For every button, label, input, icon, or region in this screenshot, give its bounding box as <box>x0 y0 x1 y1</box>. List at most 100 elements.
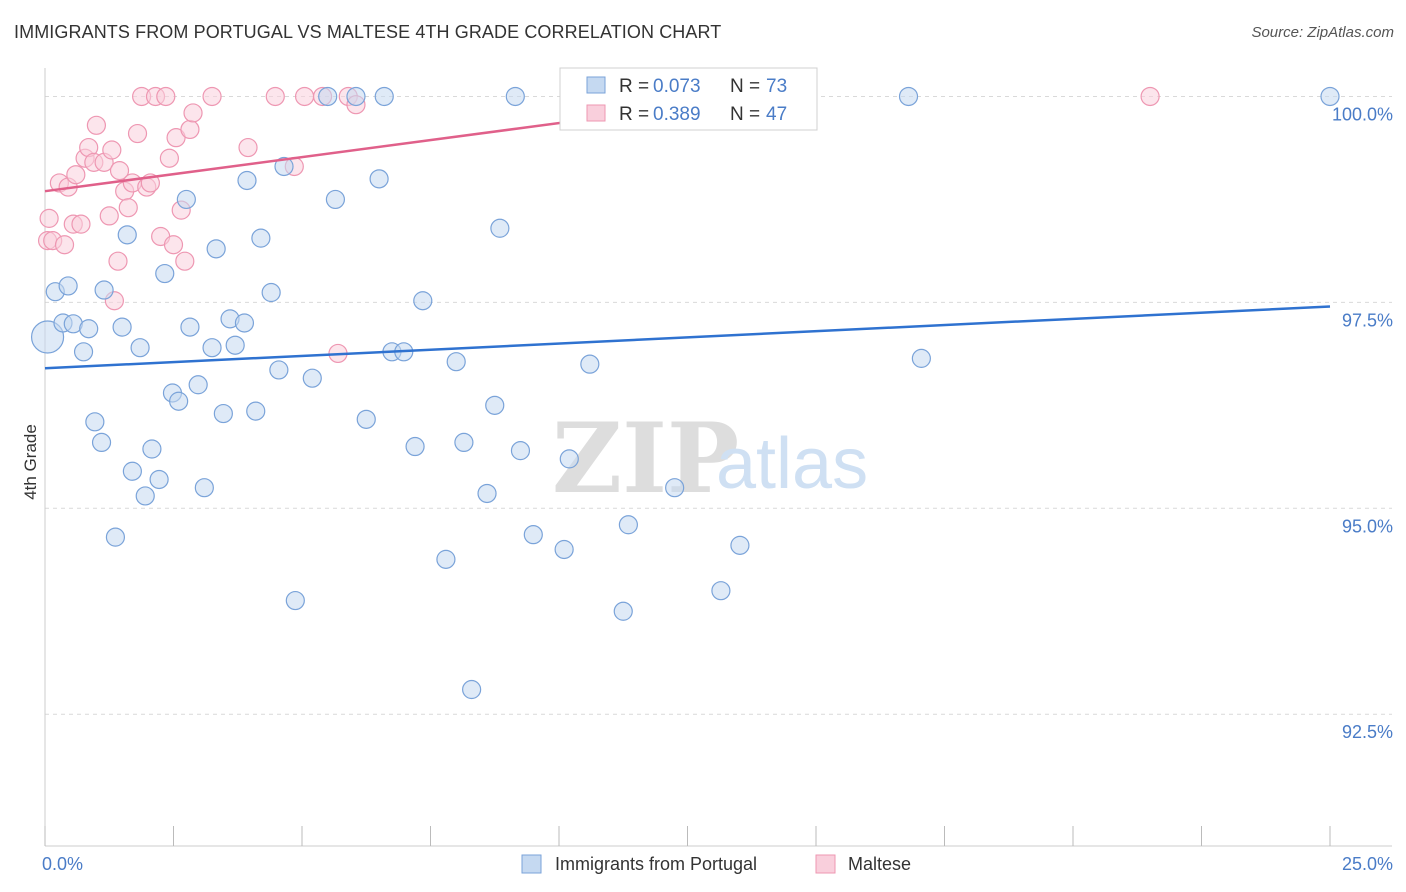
point-pink-35 <box>183 103 203 123</box>
point-blue-68 <box>898 86 919 107</box>
point-pink-20 <box>118 198 138 218</box>
series-legend-swatch-portugal[interactable] <box>521 854 542 874</box>
point-blue-32 <box>246 401 266 421</box>
legend-r-label-maltese: R = <box>619 104 649 125</box>
point-blue-33 <box>251 228 271 248</box>
point-pink-1 <box>39 208 59 228</box>
point-pink-40 <box>294 86 315 107</box>
y-axis-label: 4th Grade <box>21 424 40 500</box>
point-blue-39 <box>318 86 338 107</box>
series-legend-swatch-maltese[interactable] <box>815 854 836 874</box>
point-pink-37 <box>238 137 258 158</box>
legend-n-value-portugal: 73 <box>766 76 787 97</box>
point-blue-30 <box>234 313 255 333</box>
point-blue-5 <box>73 342 94 362</box>
point-blue-11 <box>112 317 132 337</box>
y-axis-ticks: 92.5% 95.0% 97.5% 100.0% <box>1332 104 1393 742</box>
y-tick-label-0: 92.5% <box>1342 722 1393 742</box>
point-blue-22 <box>180 317 200 337</box>
point-blue-17 <box>149 469 169 490</box>
point-blue-37 <box>285 590 305 611</box>
point-blue-61 <box>580 354 600 374</box>
point-pink-17 <box>108 251 128 271</box>
point-blue-64 <box>665 478 685 498</box>
point-blue-69 <box>911 348 931 368</box>
legend-n-label-portugal: N = <box>730 76 760 97</box>
y-tick-label-2: 97.5% <box>1342 310 1393 330</box>
y-tick-label-3: 100.0% <box>1332 104 1393 124</box>
point-pink-38 <box>265 86 285 107</box>
watermark-zip: ZIP <box>552 402 739 515</box>
point-blue-16 <box>142 439 162 459</box>
x-tick-label-1: 25.0% <box>1342 854 1393 874</box>
legend-r-label-portugal: R = <box>619 76 649 97</box>
point-blue-59 <box>554 539 574 560</box>
source-label: Source: ZipAtlas.com <box>1251 24 1394 41</box>
point-blue-54 <box>485 395 505 415</box>
portugal-points <box>30 86 1340 700</box>
legend-n-label-maltese: N = <box>730 104 760 125</box>
point-blue-52 <box>462 679 482 700</box>
point-blue-57 <box>510 441 531 461</box>
point-blue-21 <box>176 189 196 210</box>
point-blue-53 <box>477 483 497 504</box>
point-pink-33 <box>175 251 195 271</box>
point-pink-34 <box>180 119 200 140</box>
point-blue-26 <box>206 239 226 259</box>
point-pink-7 <box>66 165 86 185</box>
point-blue-31 <box>237 170 257 191</box>
point-pink-18 <box>109 161 130 181</box>
chart-title: IMMIGRANTS FROM PORTUGAL VS MALTESE 4TH … <box>14 22 722 42</box>
point-blue-66 <box>730 535 750 555</box>
point-blue-41 <box>346 86 366 107</box>
point-blue-65 <box>711 581 731 601</box>
point-blue-7 <box>85 412 105 432</box>
point-blue-13 <box>122 461 142 481</box>
point-pink-8 <box>71 214 91 234</box>
point-blue-8 <box>91 432 112 453</box>
point-blue-60 <box>559 449 579 469</box>
trend-line-portugal <box>44 305 1331 370</box>
legend-n-value-maltese: 47 <box>766 104 787 125</box>
point-blue-12 <box>117 225 137 245</box>
point-blue-58 <box>523 525 543 545</box>
point-blue-70 <box>1320 86 1340 107</box>
point-blue-49 <box>436 549 456 569</box>
watermark-atlas: atlas <box>716 424 868 504</box>
point-blue-38 <box>302 368 322 388</box>
point-blue-51 <box>454 432 474 453</box>
point-blue-25 <box>202 338 222 358</box>
point-pink-36 <box>202 86 222 107</box>
x-tick-label-0: 0.0% <box>42 854 83 874</box>
point-blue-9 <box>94 280 114 300</box>
point-blue-18 <box>155 263 175 284</box>
point-blue-35 <box>269 360 289 380</box>
point-blue-34 <box>261 282 281 303</box>
point-blue-48 <box>413 291 433 311</box>
point-pink-46 <box>1140 86 1160 107</box>
point-blue-62 <box>613 601 633 621</box>
point-blue-36 <box>274 156 294 177</box>
point-pink-29 <box>159 148 179 168</box>
point-blue-44 <box>374 86 394 107</box>
point-pink-22 <box>127 123 148 144</box>
point-blue-27 <box>213 403 233 424</box>
stats-legend: R = 0.073 N = 73 R = 0.389 N = 47 <box>559 67 818 131</box>
point-blue-14 <box>130 338 150 358</box>
point-pink-15 <box>102 140 122 160</box>
point-blue-29 <box>225 335 245 355</box>
series-legend: Immigrants from Portugal Maltese <box>521 854 911 874</box>
point-blue-40 <box>325 189 346 210</box>
point-pink-12 <box>86 115 107 135</box>
point-blue-20 <box>169 391 189 411</box>
axes <box>44 68 1392 847</box>
point-blue-47 <box>405 436 425 457</box>
point-blue-24 <box>194 478 214 498</box>
series-legend-label-portugal[interactable]: Immigrants from Portugal <box>555 854 757 874</box>
point-blue-50 <box>446 352 466 372</box>
legend-r-value-portugal: 0.073 <box>653 76 701 97</box>
series-legend-label-maltese[interactable]: Maltese <box>848 854 911 874</box>
point-blue-56 <box>505 86 525 107</box>
legend-swatch-maltese <box>586 104 606 122</box>
point-pink-30 <box>163 235 184 255</box>
